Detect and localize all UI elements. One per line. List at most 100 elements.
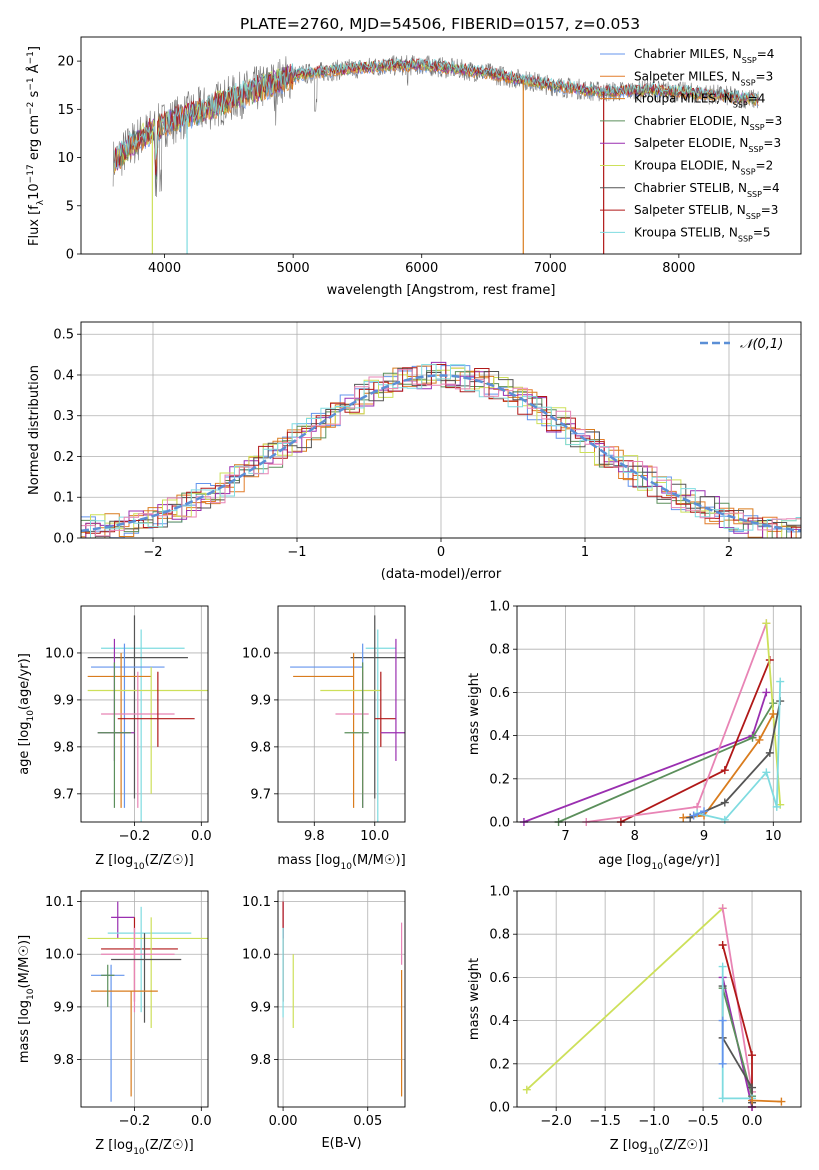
- y-tick-label: 9.9: [53, 693, 74, 708]
- figure-title: PLATE=2760, MJD=54506, FIBERID=0157, z=0…: [240, 15, 640, 33]
- weight-series-line: [620, 659, 771, 822]
- y-tick-label: 9.8: [250, 1053, 271, 1068]
- spectrum-panel: 4000 5000 6000 7000 8000 0 5 10 15 20 wavelength […: [26, 36, 802, 298]
- y-tick-label: 1.0: [489, 600, 510, 615]
- axes-frame: [516, 890, 802, 1108]
- mass-vs-Z-panel: −0.2 0.0 9.8 9.9 10.0 10.1 Z [log10(Z/Z☉)] mass…: [17, 890, 212, 1157]
- y-tick-label: 9.7: [53, 787, 74, 802]
- weight-point-marker: [718, 1016, 727, 1025]
- x-tick-label: 0: [437, 545, 445, 560]
- y-tick-label: 0.0: [489, 816, 510, 831]
- y-tick-label: 0.2: [489, 1057, 510, 1072]
- model-spectrum-line: [114, 58, 759, 170]
- y-tick-label: 0.5: [53, 328, 74, 343]
- weight-series-line: [526, 907, 724, 1091]
- legend-label: Chabrier MILES, NSSP=4: [634, 47, 774, 65]
- x-axis-label: Z [log10(Z/Z☉)]: [610, 1138, 708, 1157]
- y-tick-label: 10.0: [45, 646, 74, 661]
- y-tick-label: 10.0: [242, 948, 271, 963]
- histogram-step: [81, 365, 801, 538]
- x-tick-label: 4000: [148, 261, 181, 276]
- histogram-step: [81, 364, 801, 538]
- x-tick-label: 8: [631, 829, 639, 844]
- y-tick-label: 9.9: [250, 693, 271, 708]
- x-tick-label: 0.05: [353, 1114, 382, 1129]
- weight-point-marker: [777, 1097, 786, 1106]
- x-tick-label: −2.0: [540, 1114, 572, 1129]
- y-tick-label: 0.8: [489, 643, 510, 658]
- y-tick-label: 5: [66, 199, 74, 214]
- weight-point-marker: [755, 735, 764, 744]
- weight-vs-Z-panel: −2.0 −1.5 −1.0 −0.5 0.0 0.0 0.2 0.4 0.6 0.8 1.0 Z […: [467, 885, 802, 1157]
- y-tick-label: 20: [57, 55, 74, 70]
- weight-point-marker: [772, 802, 781, 811]
- weight-point-marker: [748, 1051, 757, 1060]
- legend-label: Chabrier STELIB, NSSP=4: [634, 181, 780, 199]
- y-tick-label: 0: [66, 248, 74, 263]
- axes-frame: [277, 605, 406, 823]
- mass-vs-EBV-panel: 0.00 0.05 9.8 9.9 10.0 10.1 E(B-V): [242, 890, 406, 1151]
- legend-label: Kroupa STELIB, NSSP=5: [634, 225, 771, 243]
- histogram-step: [81, 361, 801, 538]
- weight-point-marker: [748, 733, 757, 742]
- weight-series-line: [586, 622, 768, 822]
- y-axis-label: Normed distribution: [27, 365, 42, 495]
- y-tick-label: 9.8: [53, 740, 74, 755]
- weight-series-line: [696, 681, 782, 821]
- age-vs-mass-panel: 9.8 10.0 9.7 9.8 9.9 10.0 mass [log10(M/M☉)]: [242, 605, 406, 872]
- weight-point-marker: [689, 811, 698, 820]
- y-tick-label: 9.8: [250, 740, 271, 755]
- weight-point-marker: [762, 619, 771, 628]
- y-tick-label: 9.8: [53, 1053, 74, 1068]
- legend-label: 𝒩(0,1): [740, 337, 783, 352]
- x-axis-label: (data-model)/error: [381, 567, 502, 582]
- y-tick-label: 0.2: [489, 772, 510, 787]
- y-tick-label: 0.3: [53, 409, 74, 424]
- histogram-step: [81, 369, 801, 537]
- weight-point-marker: [718, 904, 727, 913]
- y-tick-label: 10.0: [242, 646, 271, 661]
- x-tick-label: 10: [765, 829, 782, 844]
- x-tick-label: 0.00: [269, 1114, 298, 1129]
- weight-point-marker: [718, 1094, 727, 1103]
- y-tick-label: 0.6: [489, 686, 510, 701]
- y-tick-label: 9.9: [250, 1000, 271, 1015]
- axes-frame: [80, 321, 802, 539]
- age-vs-Z-panel: −0.2 0.0 9.7 9.8 9.9 10.0 Z [log10(Z/Z☉)] age […: [17, 605, 212, 872]
- x-axis-label: Z [log10(Z/Z☉)]: [95, 1138, 193, 1157]
- x-tick-label: 0.0: [191, 1114, 212, 1129]
- model-spectrum-line: [114, 58, 759, 175]
- x-tick-label: 10.0: [360, 829, 389, 844]
- x-tick-label: 0.0: [191, 829, 212, 844]
- y-axis-label: mass [log10(M/M☉)]: [17, 935, 36, 1063]
- x-axis-label: age [log10(age/yr)]: [598, 853, 720, 872]
- y-tick-label: 0.1: [53, 491, 74, 506]
- y-tick-label: 0.4: [489, 729, 510, 744]
- y-tick-label: 10: [57, 151, 74, 166]
- weight-point-marker: [769, 710, 778, 718]
- gaussian-curve: [81, 374, 801, 533]
- y-tick-label: 15: [57, 103, 74, 118]
- weight-series-line: [751, 1099, 782, 1103]
- y-tick-label: 9.7: [250, 787, 271, 802]
- x-tick-label: −0.5: [687, 1114, 719, 1129]
- x-tick-label: −1.0: [638, 1114, 670, 1129]
- x-tick-label: 2: [725, 545, 733, 560]
- weight-point-marker: [765, 748, 774, 757]
- axes-frame: [277, 890, 406, 1108]
- y-tick-label: 0.8: [489, 928, 510, 943]
- weight-point-marker: [762, 688, 771, 697]
- x-tick-label: 6000: [405, 261, 438, 276]
- weight-point-marker: [748, 1083, 757, 1092]
- weight-point-marker: [720, 798, 729, 807]
- weight-point-marker: [776, 677, 785, 686]
- x-tick-label: 8000: [662, 261, 695, 276]
- legend-label: Kroupa ELODIE, NSSP=2: [634, 159, 773, 177]
- x-tick-label: 9: [700, 829, 708, 844]
- legend-label: Kroupa MILES, NSSP=4: [634, 92, 765, 110]
- legend-label: Salpeter ELODIE, NSSP=3: [634, 136, 781, 154]
- y-axis-label: Flux [fλ10−17 erg cm−2 s−1 Å−1]: [26, 46, 46, 246]
- weight-series-line: [558, 702, 775, 822]
- y-tick-label: 0.6: [489, 971, 510, 986]
